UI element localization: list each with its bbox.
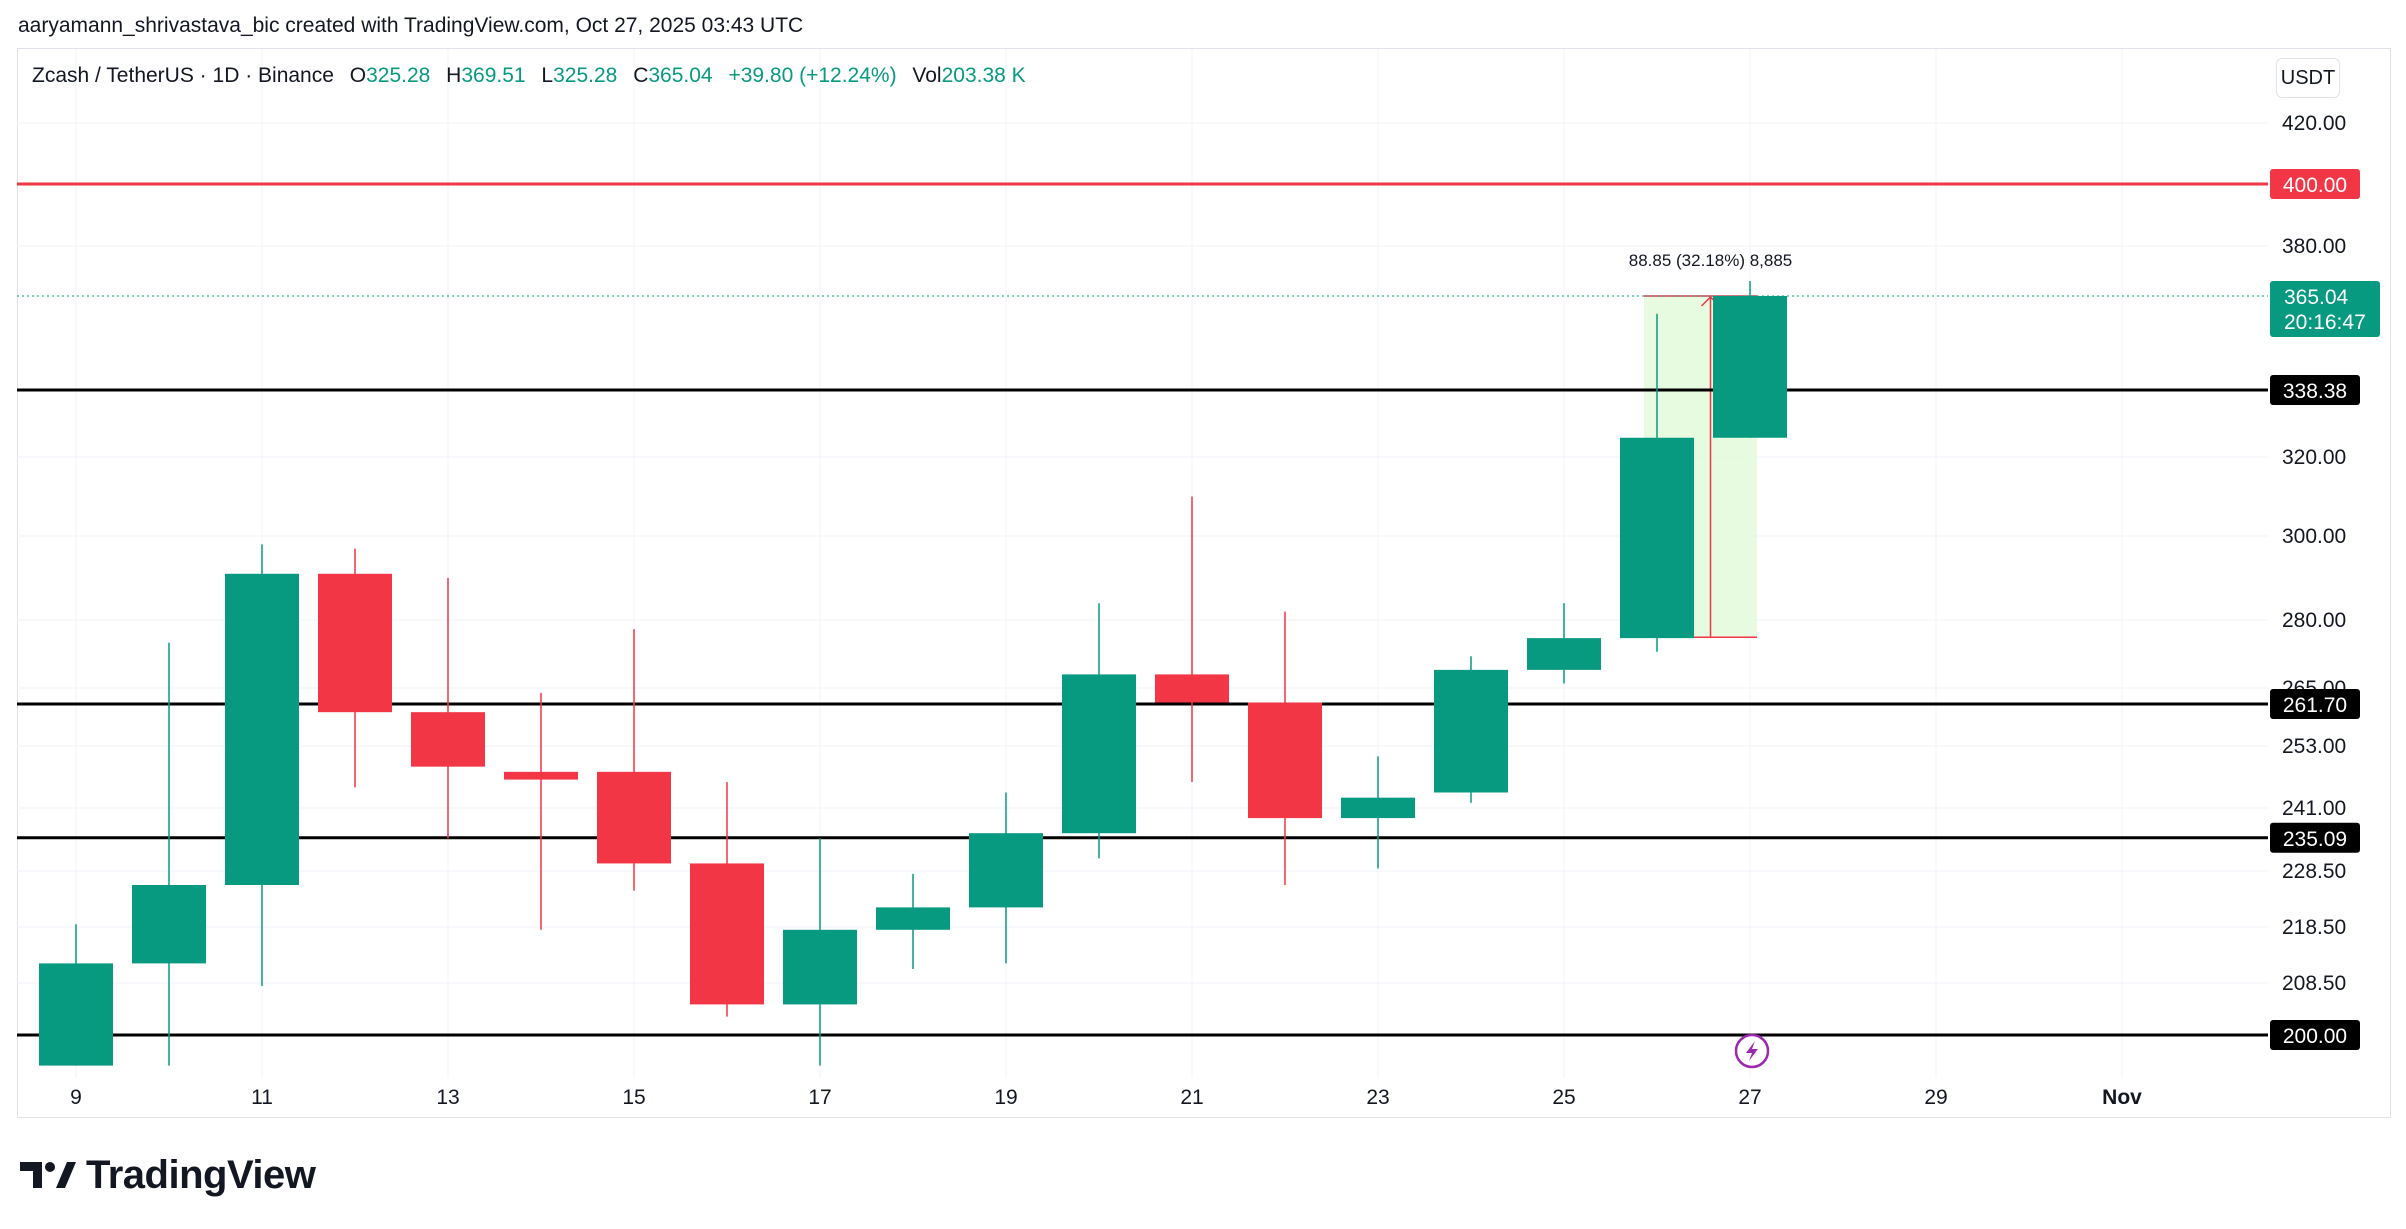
candle-body: [1713, 296, 1787, 438]
level-price-tag: [2270, 169, 2360, 199]
high-value: 369.51: [461, 64, 526, 87]
low-value: 325.28: [553, 64, 618, 87]
candle-body: [876, 907, 950, 930]
price-tick-label: 320.00: [2282, 446, 2346, 469]
candle-body: [1527, 638, 1601, 670]
level-price-label: 338.38: [2283, 380, 2347, 403]
candle-body: [504, 771, 578, 780]
price-tick-label: 218.50: [2282, 916, 2346, 939]
candle-body: [690, 863, 764, 1005]
level-price-tag: [2270, 688, 2360, 719]
candle-body: [969, 833, 1043, 908]
high-label: H: [446, 64, 462, 87]
horizontal-levels: [17, 182, 2268, 1037]
level-price-label: 235.09: [2283, 828, 2347, 851]
time-tick-label: 21: [1180, 1086, 1203, 1109]
tradingview-logo-icon: [20, 1162, 76, 1188]
candle-body: [411, 712, 485, 767]
symbol-legend: Zcash / TetherUS · 1D · Binance O325.28 …: [32, 64, 1026, 88]
candle-body: [1341, 797, 1415, 819]
time-tick-label: 11: [251, 1086, 273, 1109]
markers: [1734, 1033, 1770, 1069]
price-axis-background: [2270, 49, 2390, 1078]
close-value: 365.04: [648, 64, 713, 87]
symbol-name[interactable]: Zcash / TetherUS · 1D · Binance: [32, 64, 334, 87]
chart-attribution: aaryamann_shrivastava_bic created with T…: [18, 14, 804, 37]
candle-body: [318, 573, 392, 713]
price-tick-label: 228.50: [2282, 860, 2346, 883]
measure-label: 88.85 (32.18%) 8,885: [1629, 251, 1793, 270]
time-tick-label: 17: [808, 1086, 831, 1109]
price-tick-label: 253.00: [2282, 735, 2346, 758]
last-price-label: 365.04: [2284, 286, 2349, 309]
price-tick-label: 208.50: [2282, 972, 2346, 995]
level-price-label: 261.70: [2283, 694, 2347, 717]
time-tick-label: 27: [1738, 1086, 1761, 1109]
lightning-bolt: [1746, 1041, 1758, 1061]
change-value: +39.80 (+12.24%): [728, 64, 897, 87]
level-price-tag: [2270, 375, 2360, 405]
chart-frame: [17, 48, 2391, 1118]
time-tick-label: 15: [622, 1086, 645, 1109]
currency-button[interactable]: USDT: [2276, 58, 2340, 98]
volume-value: 203.38 K: [941, 64, 1026, 87]
candle-body: [1155, 674, 1229, 703]
brand-name: TradingView: [86, 1152, 316, 1197]
time-tick-label: 25: [1552, 1086, 1575, 1109]
close-label: C: [633, 64, 649, 87]
price-tick-label: 241.00: [2282, 797, 2346, 820]
open-value: 325.28: [366, 64, 431, 87]
lightning-icon[interactable]: [1734, 1033, 1770, 1069]
candle-body: [1062, 674, 1136, 834]
level-price-tag: [2270, 822, 2360, 853]
time-tick-label: 9: [70, 1086, 82, 1109]
candle-body: [39, 963, 113, 1066]
time-tick-label: 19: [994, 1086, 1017, 1109]
candle-body: [1434, 669, 1508, 793]
volume-label: Vol: [912, 64, 942, 87]
open-label: O: [349, 64, 367, 87]
candle-body: [597, 771, 671, 864]
price-tick-label: 300.00: [2282, 525, 2346, 548]
level-price-tag: [2270, 1020, 2360, 1050]
level-price-label: 400.00: [2283, 174, 2347, 197]
time-tick-label: Nov: [2102, 1086, 2142, 1109]
countdown-label: 20:16:47: [2284, 311, 2366, 334]
candle-body: [783, 929, 857, 1005]
time-tick-label: 23: [1366, 1086, 1389, 1109]
level-price-label: 200.00: [2283, 1025, 2347, 1048]
candle-body: [225, 573, 299, 885]
price-tick-label: 420.00: [2282, 112, 2346, 135]
time-tick-label: 29: [1924, 1086, 1947, 1109]
low-label: L: [541, 64, 554, 87]
time-tick-label: 13: [436, 1086, 459, 1109]
price-tick-label: 280.00: [2282, 609, 2346, 632]
candle-body: [132, 885, 206, 964]
price-axis: 420.00380.00320.00300.00280.00265.00253.…: [2270, 49, 2390, 1078]
candle-body: [1248, 702, 1322, 819]
price-tick-label: 380.00: [2282, 235, 2346, 258]
time-axis: 9 11 13 15 17 19 21 23 25 27 29 Nov: [70, 1086, 2142, 1109]
tradingview-brand[interactable]: TradingView: [20, 1152, 316, 1198]
last-price-tag: [2270, 281, 2380, 337]
candle-body: [1620, 437, 1694, 639]
candles: [39, 281, 1787, 1066]
